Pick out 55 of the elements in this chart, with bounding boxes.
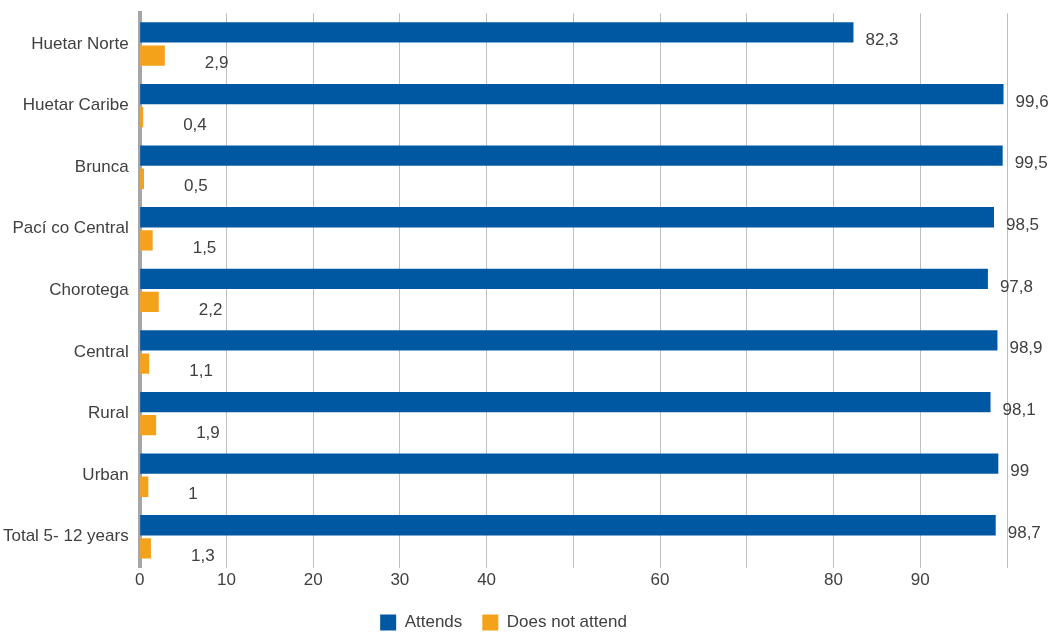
data-label: 98,9 xyxy=(1009,338,1043,358)
bar xyxy=(140,291,159,313)
bar xyxy=(140,414,157,436)
legend-label: Does not attend xyxy=(506,612,627,632)
bar xyxy=(140,476,149,497)
data-label: 2,9 xyxy=(204,53,229,73)
bar xyxy=(140,83,1004,105)
bar xyxy=(140,330,998,351)
bar xyxy=(140,230,153,251)
data-label: 2,2 xyxy=(198,299,223,319)
bar xyxy=(140,453,999,474)
bar xyxy=(140,168,145,189)
bar xyxy=(140,538,151,559)
data-label: 99,6 xyxy=(1015,91,1049,111)
y-tick-label: Brunca xyxy=(74,156,130,176)
data-label: 98,5 xyxy=(1005,214,1040,234)
x-tick-label: 10 xyxy=(216,570,236,590)
x-tick-label: 60 xyxy=(650,570,670,590)
data-label: 0,5 xyxy=(184,176,208,196)
y-tick-label: Rural xyxy=(88,403,129,423)
bar xyxy=(140,106,144,128)
y-tick-label: Total 5- 12 years xyxy=(2,526,129,546)
y-tick-label: Huetar Caribe xyxy=(22,95,129,115)
data-label: 1,5 xyxy=(192,238,217,258)
data-label: 1,9 xyxy=(196,422,220,442)
y-tick-label: Central xyxy=(73,341,129,361)
bar xyxy=(140,22,854,43)
data-label: 0,4 xyxy=(183,114,207,134)
legend-label: Attends xyxy=(404,612,463,632)
bar xyxy=(140,353,150,374)
y-tick-label: Pací co Central xyxy=(12,218,129,238)
bar xyxy=(140,515,996,536)
x-tick-label: 0 xyxy=(134,570,145,590)
bar xyxy=(140,45,165,66)
data-label: 99 xyxy=(1010,461,1030,481)
y-tick-label: Urban xyxy=(82,464,129,484)
bar xyxy=(140,207,994,228)
bar xyxy=(140,268,988,290)
data-label: 98,1 xyxy=(1002,399,1036,419)
data-label: 1,3 xyxy=(190,546,215,566)
data-label: 1,1 xyxy=(189,361,213,381)
x-tick-label: 30 xyxy=(390,570,410,590)
data-label: 99,5 xyxy=(1014,153,1048,173)
x-tick-label: 80 xyxy=(824,570,843,590)
data-label: 97,8 xyxy=(999,276,1034,296)
y-tick-label: Chorotega xyxy=(49,280,130,300)
data-label: 82,3 xyxy=(865,30,899,50)
data-label: 1 xyxy=(188,484,198,504)
y-tick-label: Huetar Norte xyxy=(31,33,129,53)
bar xyxy=(140,145,1003,166)
x-tick-label: 90 xyxy=(910,570,930,590)
bar xyxy=(140,391,991,413)
x-tick-label: 40 xyxy=(477,570,497,590)
x-tick-label: 20 xyxy=(303,570,323,590)
data-label: 98,7 xyxy=(1007,522,1041,542)
